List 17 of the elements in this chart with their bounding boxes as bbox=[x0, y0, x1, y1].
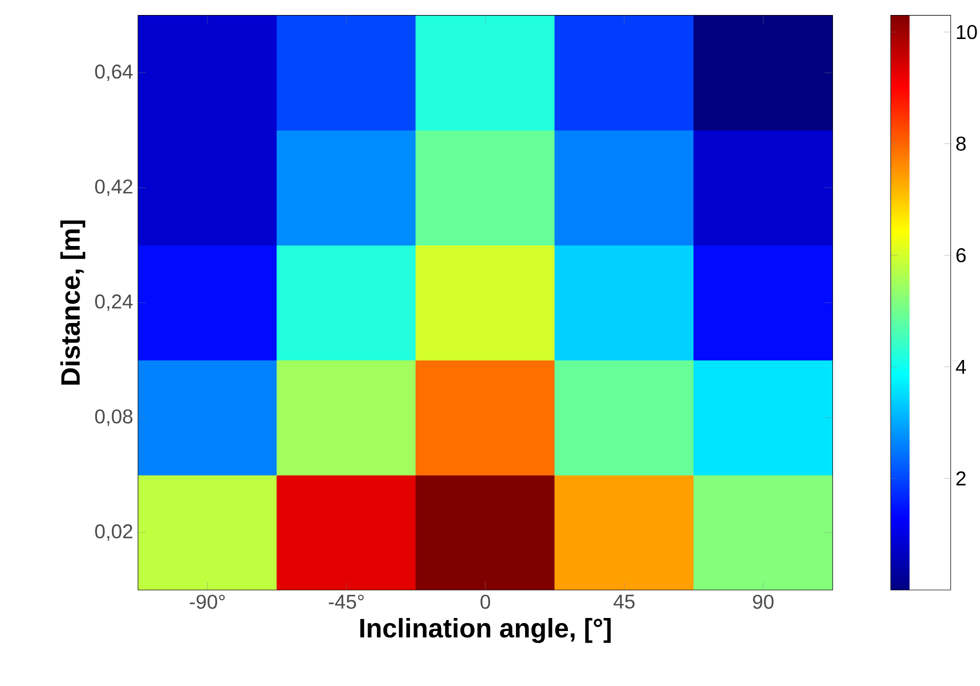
x-tick-label: 0 bbox=[480, 594, 490, 609]
color-bar-label: 6 bbox=[956, 248, 966, 262]
x-tick-label: -90° bbox=[190, 594, 225, 609]
x-axis-title: Inclination angle, [°] bbox=[360, 618, 611, 643]
color-bar-label: 8 bbox=[956, 136, 966, 151]
x-tick-label: 90 bbox=[753, 594, 774, 609]
y-tick-label: 0,08 bbox=[95, 409, 132, 426]
x-tick-label: 45 bbox=[614, 594, 635, 609]
x-tick-label: -45° bbox=[328, 594, 364, 609]
y-tick-label: 0,02 bbox=[95, 524, 132, 541]
color-bar-label: 4 bbox=[956, 360, 966, 374]
y-tick-label: 0,42 bbox=[95, 179, 132, 196]
y-axis-title: Distance, [m] bbox=[60, 220, 86, 385]
y-tick-label: 0,64 bbox=[95, 64, 133, 82]
color-bar-label: 10 bbox=[956, 24, 977, 40]
color-bar-label: 2 bbox=[956, 471, 966, 486]
y-tick-label: 0,24 bbox=[95, 294, 133, 311]
